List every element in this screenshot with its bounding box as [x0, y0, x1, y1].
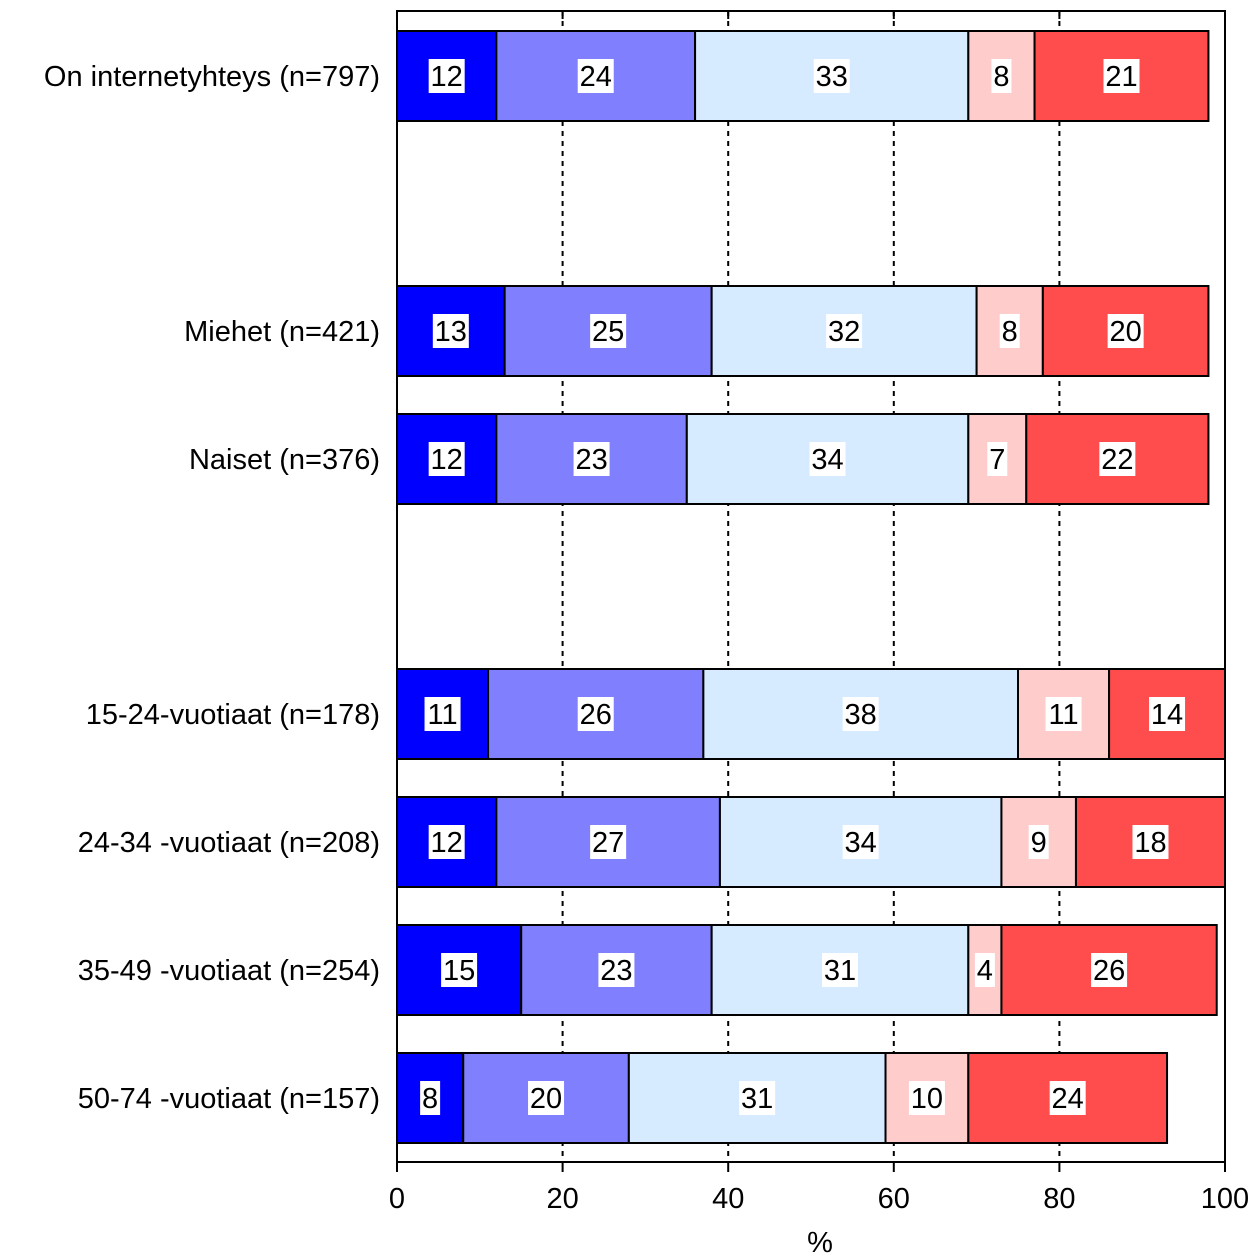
value-label-bg	[908, 1081, 945, 1115]
x-tick-label: 60	[878, 1183, 910, 1215]
value-label: 10	[911, 1083, 943, 1115]
value-label: 27	[592, 827, 624, 859]
value-label-bg	[821, 953, 858, 987]
value-label: 24	[580, 61, 612, 93]
value-label: 13	[435, 316, 467, 348]
category-label: 24-34 -vuotiaat (n=208)	[78, 827, 380, 859]
bars: 12 24 33 8 21 13 25 32 8 20 12 23 34 7 22 11 26 38 11 14 12 2…	[396, 30, 1226, 1144]
value-label: 31	[824, 955, 856, 987]
x-tick-label: 40	[712, 1183, 744, 1215]
value-label-bg	[809, 442, 846, 476]
value-label: 8	[422, 1083, 438, 1115]
value-label: 26	[1093, 955, 1125, 987]
category-label: 50-74 -vuotiaat (n=157)	[78, 1083, 380, 1115]
value-label: 18	[1134, 827, 1166, 859]
value-label: 20	[1110, 316, 1142, 348]
value-label: 34	[845, 827, 877, 859]
bar-row: 12 24 33 8 21	[396, 30, 1210, 122]
value-label-bg	[842, 697, 879, 731]
value-label: 23	[600, 955, 632, 987]
value-label: 32	[828, 316, 860, 348]
value-label-bg	[432, 314, 469, 348]
value-label: 38	[845, 699, 877, 731]
y-axis: On internetyhteys (n=797) Miehet (n=421) N…	[44, 61, 380, 1115]
value-label-bg	[999, 314, 1020, 348]
value-label-bg	[1132, 825, 1169, 859]
value-label: 9	[1031, 827, 1047, 859]
value-label-bg	[598, 953, 635, 987]
value-label-bg	[739, 1081, 776, 1115]
value-label-bg	[1091, 953, 1128, 987]
value-label: 23	[575, 444, 607, 476]
value-label: 20	[530, 1083, 562, 1115]
value-label: 8	[993, 61, 1009, 93]
value-label-bg	[826, 314, 863, 348]
value-label-bg	[424, 697, 461, 731]
value-label: 11	[427, 699, 457, 731]
value-label: 33	[816, 61, 848, 93]
value-label-bg	[987, 442, 1008, 476]
gridlines	[561, 11, 1061, 1162]
value-label-bg	[1099, 442, 1136, 476]
value-label-bg	[991, 59, 1012, 93]
value-label-bg	[974, 953, 995, 987]
value-label-bg	[590, 825, 627, 859]
value-label: 31	[741, 1083, 773, 1115]
value-label: 11	[1048, 699, 1078, 731]
value-label-bg	[1107, 314, 1144, 348]
value-label-bg	[528, 1081, 565, 1115]
plot-frame	[396, 10, 1226, 1163]
value-label: 34	[811, 444, 843, 476]
value-label-bg	[428, 825, 465, 859]
value-label-bg	[813, 59, 850, 93]
value-label-bg	[441, 953, 478, 987]
value-label: 26	[580, 699, 612, 731]
category-label: Miehet (n=421)	[184, 316, 380, 348]
value-label-bg	[590, 314, 627, 348]
value-label: 21	[1105, 61, 1137, 93]
value-label-bg	[1049, 1081, 1086, 1115]
value-label: 4	[977, 955, 993, 987]
bar-row: 13 25 32 8 20	[396, 285, 1210, 377]
category-label: Naiset (n=376)	[189, 444, 380, 476]
value-label: 12	[431, 61, 463, 93]
x-axis-title: %	[807, 1227, 833, 1256]
bar-row: 12 23 34 7 22	[396, 413, 1210, 505]
bar-segment	[1108, 668, 1226, 760]
bar-row: 11 26 38 11 14	[396, 668, 1226, 760]
value-label: 12	[431, 827, 463, 859]
category-label: 35-49 -vuotiaat (n=254)	[78, 955, 380, 987]
value-label-bg	[1028, 825, 1049, 859]
category-label: On internetyhteys (n=797)	[44, 61, 380, 93]
value-label: 24	[1052, 1083, 1084, 1115]
value-label-bg	[420, 1081, 441, 1115]
value-label-bg	[428, 59, 465, 93]
value-label-bg	[842, 825, 879, 859]
x-axis: 0 20 40 60 80 100	[389, 11, 1249, 1215]
value-label-bg	[577, 697, 614, 731]
value-label-bg	[428, 442, 465, 476]
x-tick-label: 0	[389, 1183, 405, 1215]
bar-row: 12 27 34 9 18	[396, 796, 1226, 888]
x-tick-label: 100	[1201, 1183, 1249, 1215]
x-tick-label: 80	[1043, 1183, 1075, 1215]
category-label: 15-24-vuotiaat (n=178)	[86, 699, 380, 731]
value-label-bg	[1045, 697, 1082, 731]
value-label: 8	[1002, 316, 1018, 348]
bar-row: 8 20 31 10 24	[396, 1052, 1169, 1144]
value-label-bg	[1103, 59, 1140, 93]
value-label: 25	[592, 316, 624, 348]
bar-segment	[396, 30, 498, 122]
value-label: 14	[1151, 699, 1183, 731]
value-label-bg	[577, 59, 614, 93]
bar-row: 15 23 31 4 26	[396, 924, 1218, 1016]
value-label-bg	[573, 442, 610, 476]
x-tick-label: 20	[546, 1183, 578, 1215]
value-label: 15	[443, 955, 475, 987]
value-label-bg	[1149, 697, 1186, 731]
value-label: 12	[431, 444, 463, 476]
value-label: 7	[989, 444, 1005, 476]
value-label: 22	[1101, 444, 1133, 476]
